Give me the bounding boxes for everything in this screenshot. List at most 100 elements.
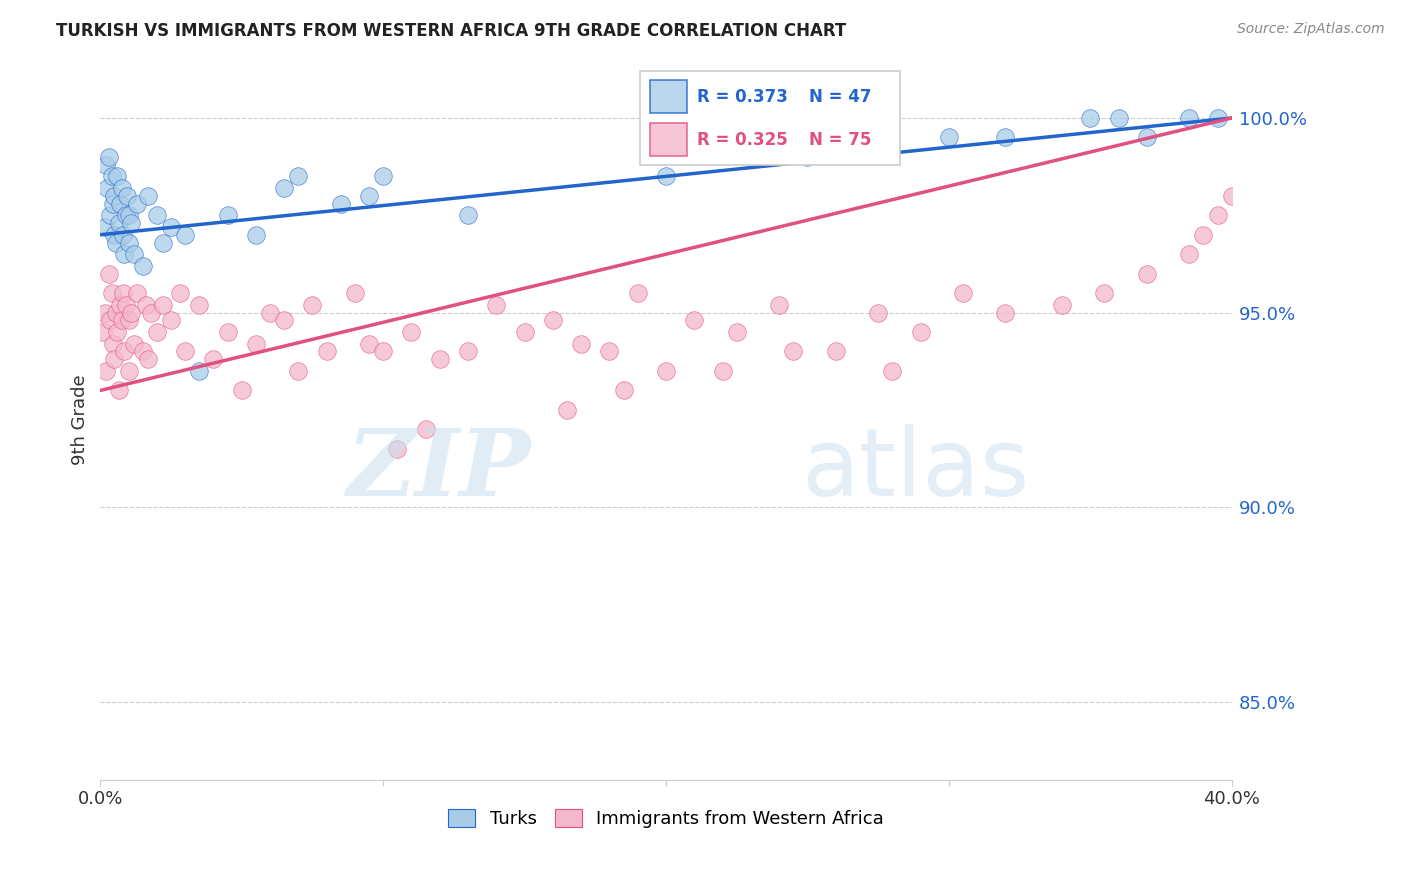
- Point: [141, 305, 163, 319]
- Point: [124, 247, 146, 261]
- Point: [132, 259, 155, 273]
- Text: ZIP: ZIP: [346, 425, 530, 515]
- Point: [1050, 298, 1073, 312]
- Point: [94, 364, 117, 378]
- Point: [301, 298, 323, 312]
- Point: [111, 286, 134, 301]
- Point: [868, 305, 890, 319]
- Point: [135, 298, 157, 312]
- Point: [725, 325, 748, 339]
- Point: [824, 344, 846, 359]
- Legend: Turks, Immigrants from Western Africa: Turks, Immigrants from Western Africa: [441, 802, 891, 836]
- Point: [329, 196, 352, 211]
- Point: [93, 219, 115, 234]
- Point: [910, 325, 932, 339]
- Point: [655, 169, 678, 184]
- Point: [115, 189, 138, 203]
- Point: [114, 298, 136, 312]
- Point: [287, 364, 309, 378]
- Point: [1206, 111, 1229, 125]
- Point: [245, 227, 267, 242]
- Point: [882, 364, 904, 378]
- Point: [231, 384, 253, 398]
- Point: [782, 344, 804, 359]
- Text: N = 75: N = 75: [808, 131, 872, 149]
- Point: [683, 313, 706, 327]
- Point: [160, 313, 183, 327]
- Point: [110, 181, 132, 195]
- FancyBboxPatch shape: [650, 79, 686, 112]
- FancyBboxPatch shape: [650, 123, 686, 156]
- Text: atlas: atlas: [801, 424, 1031, 516]
- Point: [127, 196, 149, 211]
- Point: [110, 313, 132, 327]
- Point: [160, 219, 183, 234]
- Point: [188, 364, 211, 378]
- Point: [105, 325, 128, 339]
- Point: [768, 298, 790, 312]
- Point: [1078, 111, 1101, 125]
- Point: [1178, 247, 1201, 261]
- Point: [127, 286, 149, 301]
- Point: [387, 442, 409, 456]
- Point: [259, 305, 281, 319]
- Point: [1178, 111, 1201, 125]
- Point: [97, 267, 120, 281]
- Text: TURKISH VS IMMIGRANTS FROM WESTERN AFRICA 9TH GRADE CORRELATION CHART: TURKISH VS IMMIGRANTS FROM WESTERN AFRIC…: [56, 22, 846, 40]
- Point: [273, 313, 295, 327]
- Point: [174, 227, 197, 242]
- Point: [357, 189, 380, 203]
- Point: [152, 235, 174, 250]
- Point: [117, 235, 139, 250]
- Point: [114, 208, 136, 222]
- Point: [598, 344, 620, 359]
- Point: [457, 344, 479, 359]
- Point: [217, 325, 239, 339]
- Point: [1108, 111, 1130, 125]
- Point: [111, 227, 134, 242]
- Point: [108, 298, 131, 312]
- Point: [108, 196, 131, 211]
- Point: [373, 169, 395, 184]
- Point: [1220, 189, 1243, 203]
- Point: [796, 150, 818, 164]
- Point: [315, 344, 337, 359]
- Point: [711, 364, 734, 378]
- Point: [994, 130, 1017, 145]
- Point: [117, 208, 139, 222]
- Point: [112, 344, 135, 359]
- Point: [100, 169, 122, 184]
- Point: [169, 286, 191, 301]
- Text: Source: ZipAtlas.com: Source: ZipAtlas.com: [1237, 22, 1385, 37]
- Point: [952, 286, 974, 301]
- Point: [101, 336, 124, 351]
- Point: [401, 325, 423, 339]
- Point: [613, 384, 636, 398]
- Point: [373, 344, 395, 359]
- Point: [138, 352, 160, 367]
- Point: [1136, 267, 1159, 281]
- Point: [415, 422, 437, 436]
- Point: [655, 364, 678, 378]
- Point: [569, 336, 592, 351]
- Point: [146, 325, 169, 339]
- Point: [146, 208, 169, 222]
- Point: [101, 196, 124, 211]
- Point: [105, 169, 128, 184]
- Point: [121, 216, 143, 230]
- Point: [124, 336, 146, 351]
- Point: [98, 313, 121, 327]
- Point: [938, 130, 960, 145]
- Point: [103, 189, 125, 203]
- Point: [117, 364, 139, 378]
- Point: [98, 208, 121, 222]
- Point: [555, 403, 578, 417]
- Point: [104, 305, 127, 319]
- Point: [1192, 227, 1215, 242]
- Point: [485, 298, 508, 312]
- Point: [107, 384, 129, 398]
- Text: R = 0.325: R = 0.325: [697, 131, 787, 149]
- Point: [343, 286, 366, 301]
- Point: [287, 169, 309, 184]
- Point: [1094, 286, 1116, 301]
